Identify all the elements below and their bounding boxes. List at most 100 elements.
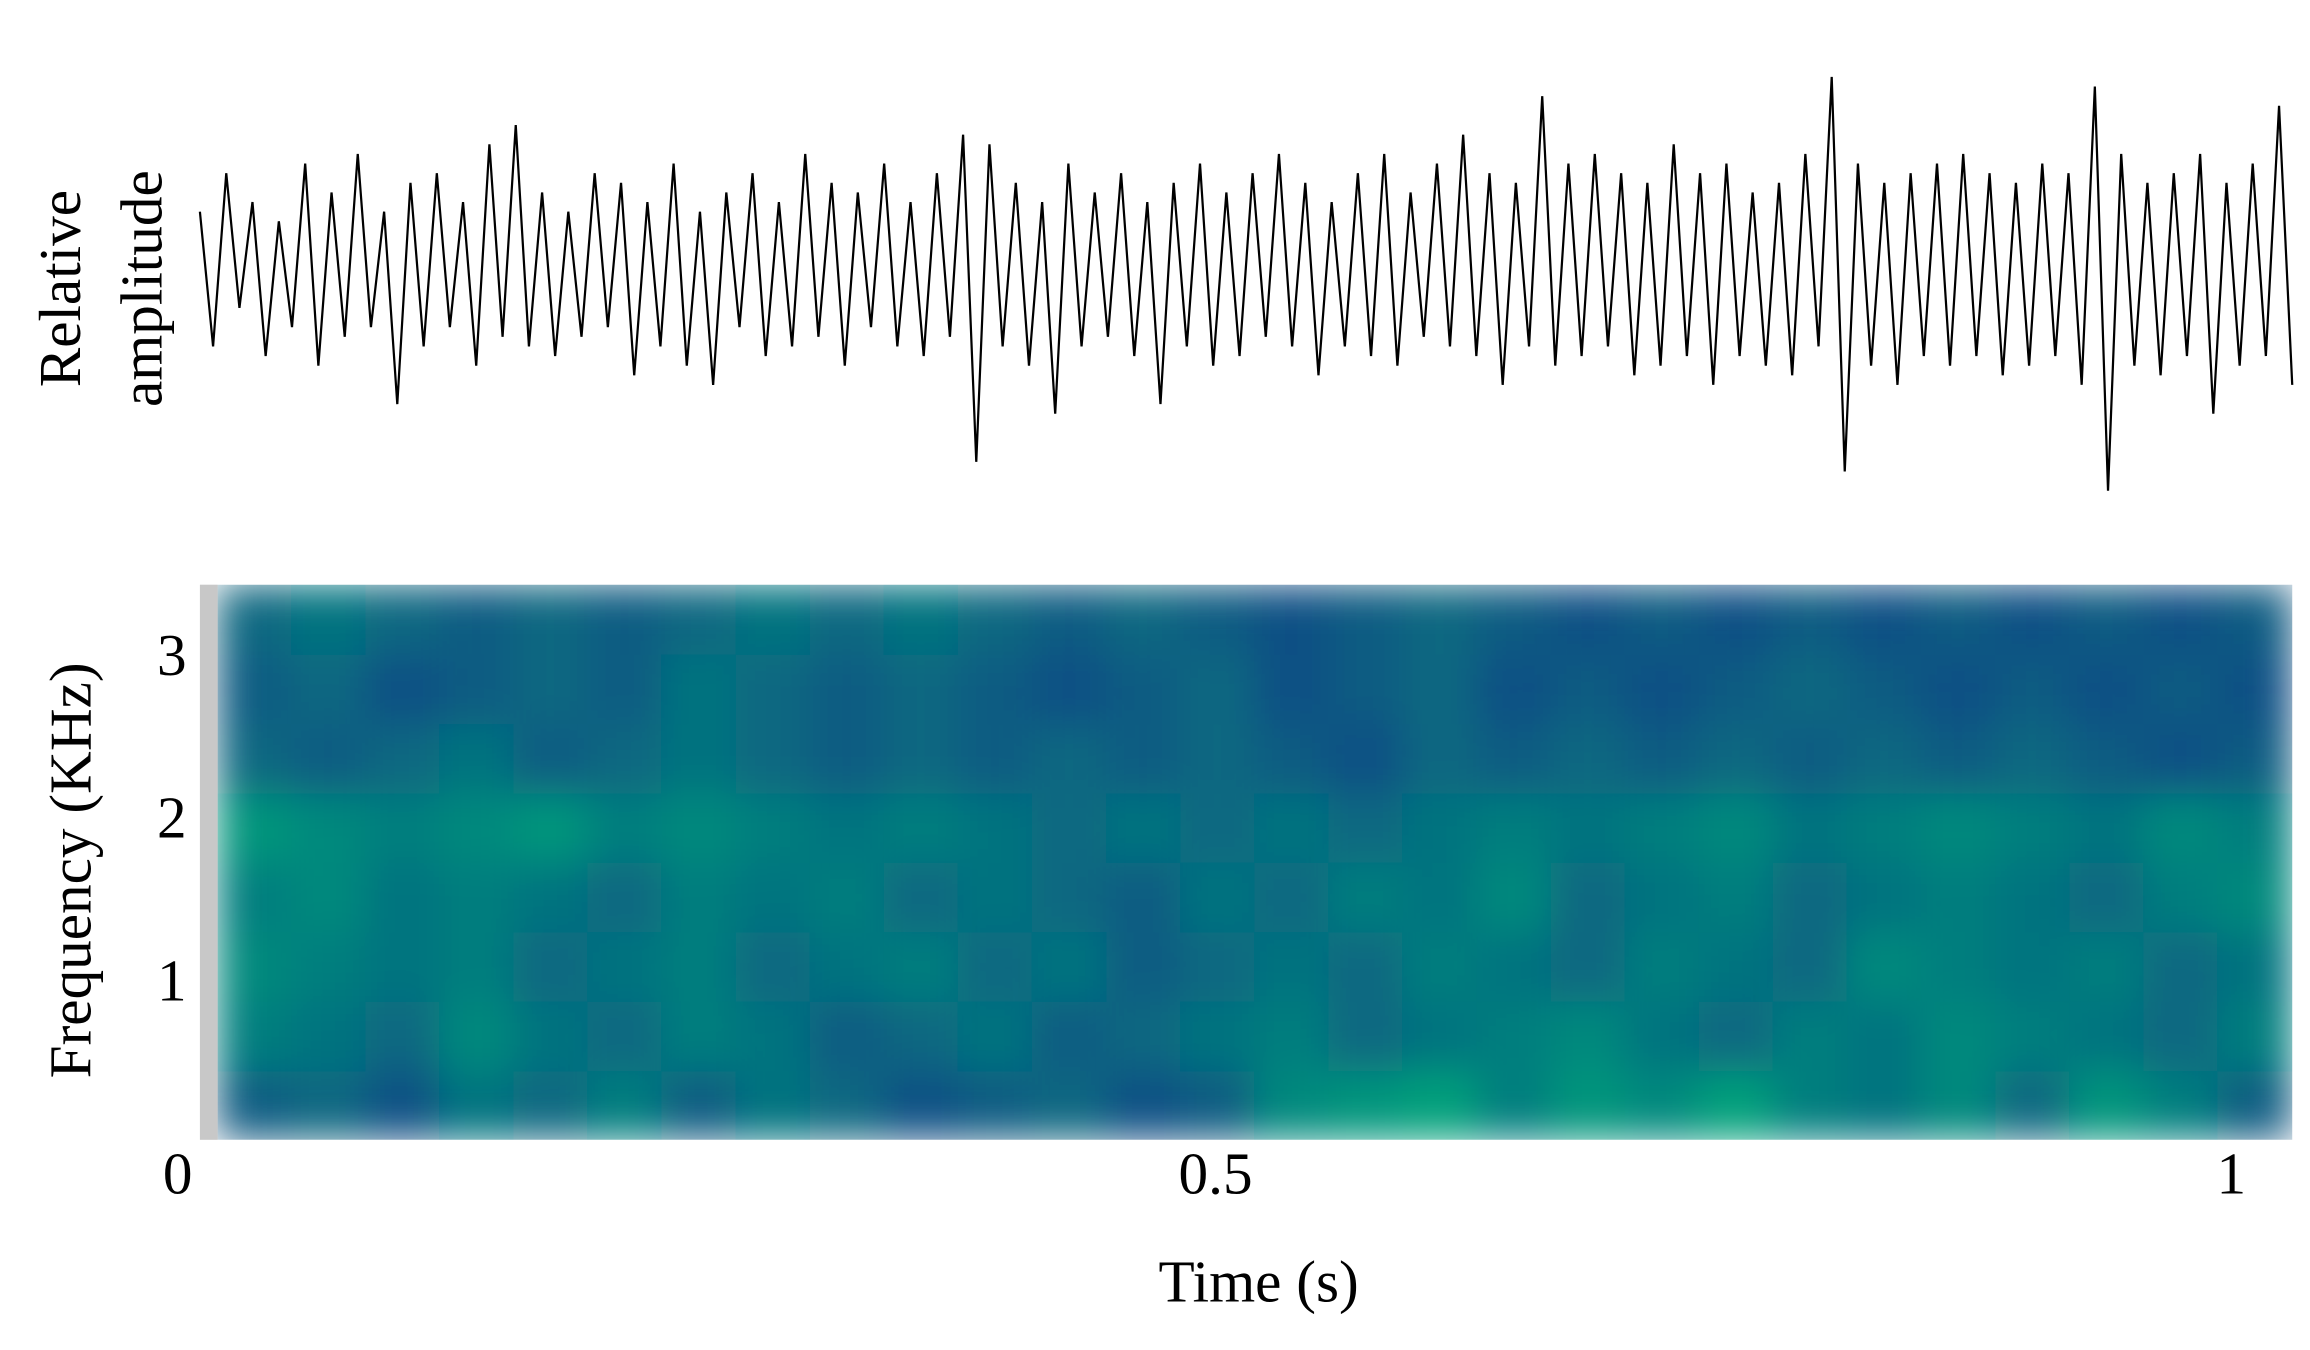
- y-label: Frequency (KHz): [38, 662, 104, 1078]
- spectrogram-cell: [2143, 1000, 2219, 1072]
- spectrogram-cell: [1402, 930, 1478, 1002]
- spectrogram-cell: [809, 1069, 886, 1140]
- spectrogram-cell: [365, 653, 441, 725]
- y-tick-label: 2: [157, 785, 187, 851]
- spectrogram-cell: [439, 792, 515, 863]
- spectrogram-cell: [1550, 653, 1627, 725]
- spectrogram-cell: [365, 722, 441, 794]
- spectrogram-cell: [365, 1069, 441, 1140]
- spectrogram-cell: [587, 653, 663, 725]
- spectrogram-cell: [217, 584, 293, 655]
- spectrogram-cell: [1624, 930, 1701, 1002]
- spectrogram-cell: [2069, 584, 2145, 655]
- spectrogram-cell: [513, 861, 589, 933]
- spectrogram-cell: [587, 1069, 663, 1140]
- spectrogram-cell: [957, 1069, 1034, 1140]
- spectrogram-cell: [217, 861, 293, 933]
- spectrogram-cell: [1106, 1000, 1182, 1072]
- spectrogram-cell: [1328, 1069, 1404, 1140]
- spectrogram-cell: [1995, 861, 2071, 933]
- spectrogram-cell: [1476, 722, 1553, 794]
- spectrogram-cell: [1254, 1000, 1330, 1072]
- spectrogram-cell: [1772, 1069, 1849, 1140]
- spectrogram-cell: [1995, 792, 2071, 863]
- spectrogram-cell: [1846, 1000, 1923, 1072]
- spectrogram-cell: [1476, 584, 1553, 655]
- spectrogram-cell: [365, 930, 441, 1002]
- y-label: amplitude: [109, 170, 175, 407]
- spectrogram-cell: [439, 861, 515, 933]
- spectrogram-cell: [513, 584, 589, 655]
- spectrogram-cell: [2217, 1069, 2293, 1140]
- spectrogram-cell: [883, 861, 960, 933]
- spectrogram-cell: [1550, 792, 1627, 863]
- spectrogram-cell: [735, 722, 812, 794]
- spectrogram-cell: [957, 653, 1034, 725]
- spectrogram-cell: [883, 792, 960, 863]
- spectrogram-cell: [1402, 653, 1478, 725]
- spectrogram-cell: [217, 722, 293, 794]
- spectrogram-cell: [1921, 653, 1997, 725]
- spectrogram-cell: [735, 1000, 812, 1072]
- spectrogram-cell: [1550, 722, 1627, 794]
- spectrogram-cell: [2217, 930, 2293, 1002]
- spectrogram-cell: [1402, 1069, 1478, 1140]
- spectrogram-cell: [1031, 584, 1108, 655]
- spectrogram-cell: [2069, 861, 2145, 933]
- spectrogram-cell: [735, 653, 812, 725]
- spectrogram-cell: [1476, 653, 1553, 725]
- spectrogram-cell: [1106, 792, 1182, 863]
- spectrogram-cell: [1106, 584, 1182, 655]
- x-tick-label: 1: [2216, 1140, 2246, 1206]
- waveform: [198, 76, 2294, 491]
- spectrogram-cell: [1995, 1000, 2071, 1072]
- spectrogram-cell: [1106, 930, 1182, 1002]
- spectrogram-cell: [439, 722, 515, 794]
- spectrogram-cell: [1846, 861, 1923, 933]
- spectrogram-cell: [735, 930, 812, 1002]
- spectrogram-cell: [1995, 584, 2071, 655]
- spectrogram-cell: [735, 1069, 812, 1140]
- spectrogram-cell: [661, 722, 738, 794]
- spectrogram-cell: [217, 1000, 293, 1072]
- spectrogram-cell: [1476, 792, 1553, 863]
- spectrogram-cell: [1624, 861, 1701, 933]
- spectrogram-cell: [1698, 722, 1775, 794]
- spectrogram-cell: [1180, 653, 1256, 725]
- spectrogram-cell: [1180, 930, 1256, 1002]
- spectrogram-cell: [883, 653, 960, 725]
- spectrogram-cell: [1772, 584, 1849, 655]
- spectrogram-cell: [1402, 792, 1478, 863]
- spectrogram-cell: [2217, 861, 2293, 933]
- spectrogram-cell: [365, 1000, 441, 1072]
- spectrogram-cell: [1254, 1069, 1330, 1140]
- spectrogram-cell: [513, 792, 589, 863]
- spectrogram-cell: [1921, 930, 1997, 1002]
- spectrogram-cell: [587, 1000, 663, 1072]
- spectrogram-cell: [1624, 1000, 1701, 1072]
- spectrogram-cell: [1772, 792, 1849, 863]
- spectrogram-cell: [587, 792, 663, 863]
- spectrogram-cell: [883, 584, 960, 655]
- spectrogram-cell: [1995, 1069, 2071, 1140]
- spectrogram-cell: [1328, 792, 1404, 863]
- spectrogram-cell: [1476, 1069, 1553, 1140]
- spectrogram-cell: [1698, 861, 1775, 933]
- spectrogram-cell: [2217, 584, 2293, 655]
- spectrogram-cell: [661, 584, 738, 655]
- spectrogram-cell: [1180, 1069, 1256, 1140]
- spectrogram-cell: [1698, 653, 1775, 725]
- spectrogram-cell: [1031, 1000, 1108, 1072]
- spectrogram-cell: [661, 861, 738, 933]
- spectrogram-cell: [957, 861, 1034, 933]
- spectrogram-cell: [1550, 861, 1627, 933]
- spectrogram-cell: [957, 584, 1034, 655]
- spectrogram-cell: [1550, 584, 1627, 655]
- spectrogram-cell: [1921, 1000, 1997, 1072]
- spectrogram-cell: [1846, 1069, 1923, 1140]
- spectrogram-cell: [1846, 584, 1923, 655]
- spectrogram-cell: [2217, 653, 2293, 725]
- spectrogram-cell: [2069, 1069, 2145, 1140]
- spectrogram-cell: [809, 861, 886, 933]
- spectrogram-cell: [1328, 722, 1404, 794]
